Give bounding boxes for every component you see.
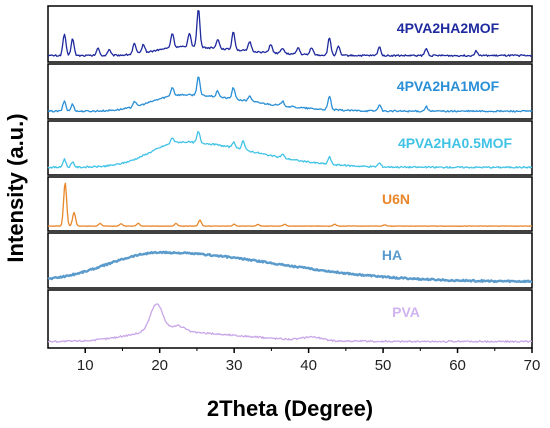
series-label: 4PVA2HA2MOF	[397, 20, 500, 36]
series-line-4PVA2HA1MOF	[47, 76, 533, 113]
x-axis-title: 2Theta (Degree)	[207, 396, 373, 421]
series-label: U6N	[382, 191, 410, 207]
panel-frame	[47, 232, 533, 289]
panel-frame	[47, 120, 533, 176]
series-line-U6N	[47, 182, 533, 227]
series-line-PVA	[47, 303, 533, 343]
series-label: 4PVA2HA1MOF	[397, 78, 500, 94]
series-label: 4PVA2HA0.5MOF	[398, 135, 513, 151]
series-label: HA	[382, 247, 402, 263]
panel-frame	[47, 176, 533, 232]
series-line-4PVA2HA0.5MOF	[47, 130, 533, 169]
x-tick-label: 40	[300, 357, 317, 374]
panel-frame	[47, 5, 533, 63]
series-line-4PVA2HA2MOF	[47, 9, 533, 58]
x-tick-label: 50	[375, 357, 392, 374]
y-axis-title: Intensity (a.u.)	[3, 113, 28, 262]
x-tick-label: 30	[226, 357, 243, 374]
x-tick-label: 10	[77, 357, 94, 374]
panel-frame	[47, 289, 533, 349]
x-tick-label: 60	[449, 357, 466, 374]
x-tick-label: 20	[151, 357, 168, 374]
x-axis: 10 20 30 40 50 60 70	[77, 348, 540, 374]
x-tick-label: 70	[524, 357, 541, 374]
panel-frame	[47, 63, 533, 120]
series-line-HA	[47, 250, 533, 284]
series-label: PVA	[392, 304, 420, 320]
panels-group: 4PVA2HA2MOF 4PVA2HA1MOF 4PVA2HA0.5MOF U6N HA…	[47, 5, 533, 349]
